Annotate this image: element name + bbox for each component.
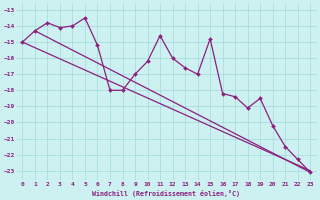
X-axis label: Windchill (Refroidissement éolien,°C): Windchill (Refroidissement éolien,°C) (92, 190, 240, 197)
